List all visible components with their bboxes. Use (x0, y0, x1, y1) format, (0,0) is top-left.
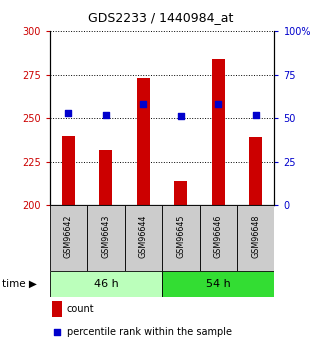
Text: 54 h: 54 h (206, 279, 231, 289)
Point (253, 112, 258, 117)
Text: GSM96643: GSM96643 (101, 215, 110, 258)
Bar (237, 205, 274, 271)
Bar (62, 136, 75, 205)
Text: GSM96648: GSM96648 (251, 215, 260, 258)
Point (141, 101, 146, 107)
Bar (249, 137, 262, 205)
Bar (162, 271, 274, 297)
Bar (50, 271, 162, 297)
Point (66, 110, 71, 116)
Bar (137, 78, 150, 205)
Bar (162, 205, 200, 271)
Point (103, 112, 108, 117)
Text: GSM96646: GSM96646 (214, 215, 223, 258)
Text: GSM96645: GSM96645 (176, 215, 185, 258)
Bar (100, 149, 112, 205)
Text: GSM96642: GSM96642 (64, 215, 73, 258)
Bar (87, 205, 125, 271)
Bar (174, 181, 187, 205)
Bar (50, 205, 87, 271)
Text: 46 h: 46 h (93, 279, 118, 289)
Point (178, 114, 183, 119)
Bar (212, 59, 225, 205)
Text: count: count (67, 304, 94, 314)
Text: percentile rank within the sample: percentile rank within the sample (67, 327, 232, 337)
Text: GDS2233 / 1440984_at: GDS2233 / 1440984_at (88, 11, 233, 24)
Bar (52, 301, 62, 317)
Text: GSM96644: GSM96644 (139, 215, 148, 258)
Bar (125, 205, 162, 271)
Point (55, 329, 60, 334)
Bar (200, 205, 237, 271)
Text: time ▶: time ▶ (2, 279, 37, 289)
Point (216, 101, 221, 107)
